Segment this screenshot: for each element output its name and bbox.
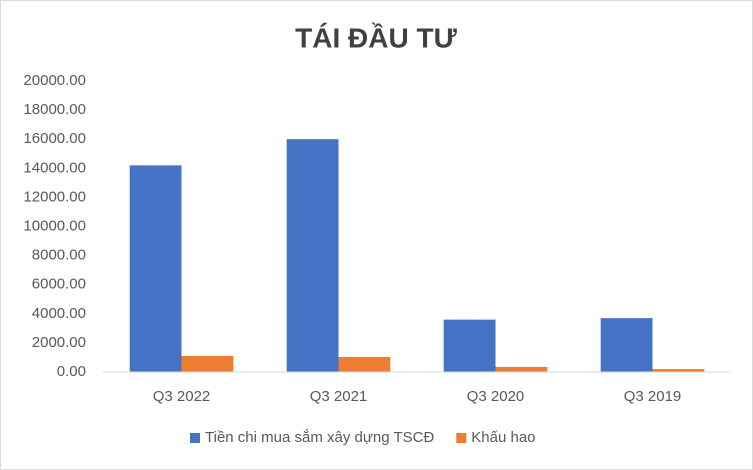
- legend-label: Khấu hao: [471, 429, 535, 446]
- bar: [129, 165, 182, 372]
- bar: [495, 366, 548, 372]
- chart-title: TÁI ĐẦU TƯ: [295, 22, 457, 53]
- bar: [600, 318, 653, 372]
- y-tick-label: 10000.00: [23, 217, 86, 234]
- y-tick-label: 8000.00: [32, 247, 86, 264]
- y-tick-label: 6000.00: [32, 276, 86, 293]
- legend-swatch: [190, 433, 200, 443]
- y-tick-label: 14000.00: [23, 159, 86, 176]
- x-tick-label: Q3 2019: [624, 388, 682, 405]
- bar: [338, 357, 391, 372]
- y-tick-label: 20000.00: [23, 72, 86, 89]
- y-tick-label: 12000.00: [23, 188, 86, 205]
- y-tick-label: 0.00: [57, 363, 86, 380]
- x-tick-label: Q3 2020: [467, 388, 525, 405]
- x-tick-label: Q3 2021: [310, 388, 368, 405]
- bar: [443, 319, 496, 372]
- legend-label: Tiền chi mua sắm xây dựng TSCĐ: [205, 429, 434, 446]
- legend-swatch: [456, 433, 467, 443]
- bar: [652, 369, 705, 372]
- y-tick-label: 16000.00: [23, 130, 86, 147]
- bar: [181, 355, 234, 372]
- y-tick-label: 18000.00: [23, 101, 86, 118]
- y-tick-label: 2000.00: [32, 334, 86, 351]
- x-tick-label: Q3 2022: [153, 388, 211, 405]
- y-tick-label: 4000.00: [32, 305, 86, 322]
- bar: [286, 139, 339, 372]
